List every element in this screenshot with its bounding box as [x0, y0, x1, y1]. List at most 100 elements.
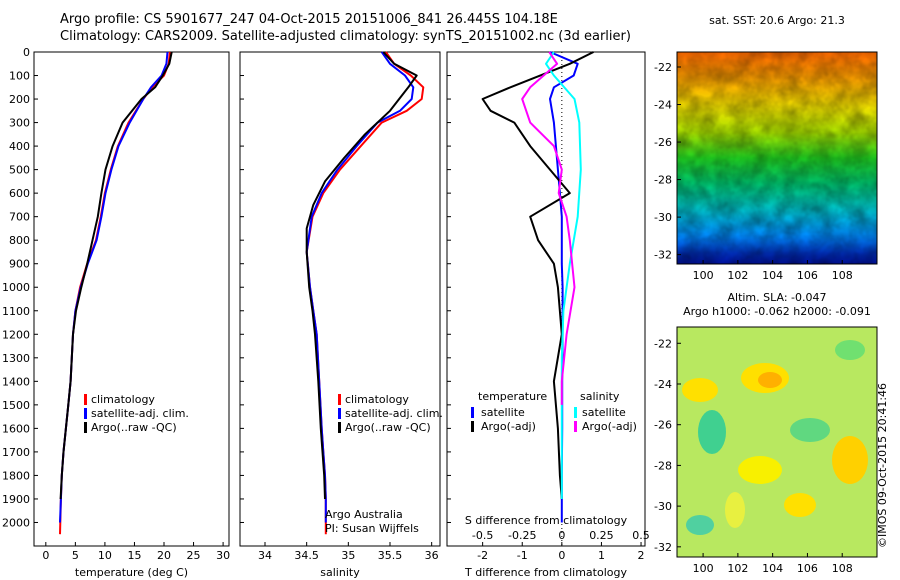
y-tick-label: 200: [9, 93, 30, 106]
y-tick-label: 1700: [2, 446, 30, 459]
map-lat-tick-label: -28: [654, 174, 672, 187]
secondary-x-tick-label: 0.5: [632, 529, 650, 542]
map-lat-tick-label: -22: [654, 337, 672, 350]
y-tick-label: 1300: [2, 352, 30, 365]
x-tick-label: 2: [638, 549, 645, 562]
x-tick-label: -1: [517, 549, 528, 562]
map-lat-tick-label: -32: [654, 541, 672, 554]
salinity-legend: climatology satellite-adj. clim. Argo(..…: [338, 393, 443, 434]
y-tick-label: 500: [9, 164, 30, 177]
y-tick-label: 900: [9, 258, 30, 271]
secondary-x-tick-label: -0.25: [508, 529, 536, 542]
x-tick-label: 36: [425, 549, 439, 562]
y-tick-label: 1600: [2, 422, 30, 435]
map-lat-tick-label: -30: [654, 500, 672, 513]
legend-label-t-satellite: satellite: [481, 406, 525, 419]
chart-title-line1: Argo profile: CS 5901677_247 04-Oct-2015…: [60, 12, 558, 27]
x-tick-label: 20: [157, 549, 171, 562]
x-tick-label: 30: [216, 549, 230, 562]
temperature-panel: 0 5 10 15 20 25 300100200300400500600700800900…: [2, 46, 230, 579]
map-lon-tick-label: 102: [727, 269, 748, 282]
legend-swatch-t-argo: [471, 421, 474, 432]
sst-map-title: sat. SST: 20.6 Argo: 21.3: [709, 14, 845, 27]
series-line-temperature-argo-adj: [481, 51, 594, 500]
series-line-satellite-adj-clim: [59, 51, 169, 523]
sst-map: [676, 51, 878, 265]
x-tick-label: 5: [72, 549, 79, 562]
map-lon-tick-label: 108: [832, 562, 853, 575]
x-tick-label: 0: [558, 549, 565, 562]
map-lat-tick-label: -26: [654, 419, 672, 432]
x-tick-label: 0: [42, 549, 49, 562]
legend-label-argo: Argo(..raw -QC): [345, 421, 431, 434]
x-axis-label: T difference from climatology: [464, 566, 627, 579]
legend-label-satellite: satellite-adj. clim.: [345, 407, 443, 420]
x-tick-label: 25: [187, 549, 201, 562]
legend-label-s-satellite: satellite: [582, 406, 626, 419]
sla-map-subtitle: Argo h1000: -0.062 h2000: -0.091: [683, 305, 871, 318]
map-lat-tick-label: -22: [654, 61, 672, 74]
legend-header-salinity: salinity: [580, 390, 620, 403]
x-tick-label: 10: [98, 549, 112, 562]
pi-credit: PI: Susan Wijffels: [325, 522, 419, 535]
map-lat-tick-label: -24: [654, 378, 672, 391]
x-axis-label: temperature (deg C): [75, 566, 188, 579]
legend-swatch-climatology: [338, 394, 341, 405]
temperature-legend: climatology satellite-adj. clim. Argo(..…: [84, 393, 189, 434]
legend-swatch-s-satellite: [574, 407, 577, 418]
series-line-argo-raw-qc: [305, 51, 418, 500]
x-tick-label: 34: [258, 549, 272, 562]
y-tick-label: 0: [23, 46, 30, 59]
map-lat-tick-label: -30: [654, 211, 672, 224]
legend-label-t-argo: Argo(-adj): [481, 420, 536, 433]
imos-credit: ©IMOS 09-Oct-2015 20:41:46: [876, 382, 889, 548]
legend-swatch-argo: [84, 422, 87, 433]
x-tick-label: 1: [598, 549, 605, 562]
map-axes: -22 -24 -26 -28 -30 -32 100 102 104 106 108 -22 -24 -…: [654, 61, 853, 575]
project-credit: Argo Australia: [325, 508, 403, 521]
legend-swatch-argo: [338, 422, 341, 433]
y-tick-label: 1800: [2, 469, 30, 482]
map-lat-tick-label: -26: [654, 136, 672, 149]
y-tick-label: 1900: [2, 493, 30, 506]
chart-title-line2: Climatology: CARS2009. Satellite-adjuste…: [60, 29, 631, 44]
map-lat-tick-label: -24: [654, 99, 672, 112]
y-tick-label: 1000: [2, 281, 30, 294]
y-tick-label: 1400: [2, 375, 30, 388]
plot-frame: [446, 51, 646, 547]
legend-swatch-t-satellite: [471, 407, 474, 418]
map-lon-tick-label: 102: [727, 562, 748, 575]
y-tick-label: 800: [9, 234, 30, 247]
legend-header-temperature: temperature: [478, 390, 547, 403]
plot-frame: [33, 51, 230, 547]
y-tick-label: 1200: [2, 328, 30, 341]
y-tick-label: 400: [9, 140, 30, 153]
series-line-climatology: [59, 51, 171, 535]
legend-swatch-s-argo: [574, 421, 577, 432]
legend-label-argo: Argo(..raw -QC): [91, 421, 177, 434]
map-lat-tick-label: -32: [654, 249, 672, 262]
salinity-panel: 34 34.5 35 35.5 36 salinity: [239, 51, 441, 579]
secondary-x-axis-label: S difference from climatology: [465, 514, 628, 527]
x-tick-label: 15: [127, 549, 141, 562]
legend-swatch-satellite: [84, 408, 87, 419]
legend-label-satellite: satellite-adj. clim.: [91, 407, 189, 420]
map-lon-tick-label: 104: [762, 269, 783, 282]
legend-label-climatology: climatology: [91, 393, 155, 406]
difference-panel: -2 -1 0 1 2 T difference from climatology S di…: [446, 51, 650, 579]
y-tick-label: 100: [9, 70, 30, 83]
y-tick-label: 2000: [2, 516, 30, 529]
x-tick-label: 34.5: [294, 549, 319, 562]
sla-map-title: Altim. SLA: -0.047: [727, 291, 826, 304]
y-tick-label: 600: [9, 187, 30, 200]
legend-swatch-satellite: [338, 408, 341, 419]
y-tick-label: 1500: [2, 399, 30, 412]
y-tick-label: 300: [9, 117, 30, 130]
x-tick-label: 35.5: [378, 549, 403, 562]
sla-map: [676, 326, 878, 558]
map-lon-tick-label: 106: [797, 269, 818, 282]
x-tick-label: -2: [477, 549, 488, 562]
y-tick-label: 1100: [2, 305, 30, 318]
map-lon-tick-label: 104: [762, 562, 783, 575]
